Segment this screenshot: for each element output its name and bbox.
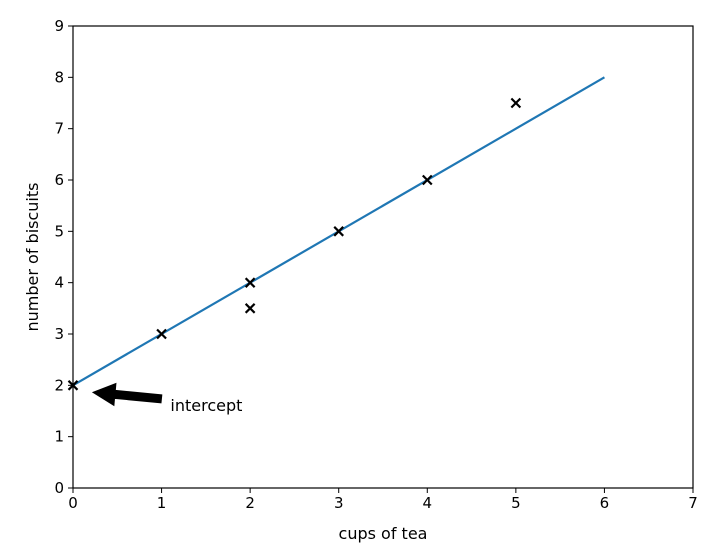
x-tick-label-0: 0 xyxy=(68,494,78,512)
intercept-annotation: intercept xyxy=(170,396,242,415)
data-point-5 xyxy=(422,174,433,186)
y-tick-label-5: 5 xyxy=(54,222,64,240)
x-tick-label-2: 2 xyxy=(245,494,255,512)
y-axis-label: number of biscuits xyxy=(23,183,42,332)
tick-layer: 0 1 2 3 4 5 6 7 0 1 2 3 4 5 6 7 8 9 xyxy=(54,17,697,512)
y-tick-label-0: 0 xyxy=(54,479,64,497)
data-point-2 xyxy=(244,277,256,288)
y-tick-label-8: 8 xyxy=(54,68,64,86)
data-point-4 xyxy=(333,226,344,237)
intercept-arrow xyxy=(91,382,163,407)
marker-layer xyxy=(67,97,522,391)
axes-frame xyxy=(72,25,694,489)
x-tick-label-5: 5 xyxy=(511,494,521,512)
y-tick-label-9: 9 xyxy=(54,17,64,35)
x-tick-label-3: 3 xyxy=(334,494,344,512)
x-tick-label-6: 6 xyxy=(600,494,610,512)
y-tick-label-2: 2 xyxy=(54,376,64,394)
y-tick-label-4: 4 xyxy=(54,274,64,292)
x-tick-label-7: 7 xyxy=(688,494,698,512)
plot-area xyxy=(73,26,693,488)
data-point-6 xyxy=(510,97,522,109)
data-point-1 xyxy=(156,328,167,340)
x-tick-label-4: 4 xyxy=(423,494,433,512)
y-tick-label-3: 3 xyxy=(54,325,64,343)
y-tick-label-6: 6 xyxy=(54,171,64,189)
y-tick-label-7: 7 xyxy=(54,120,64,138)
annotation-layer: intercept xyxy=(91,382,242,415)
x-axis-label: cups of tea xyxy=(339,524,428,543)
data-point-3 xyxy=(244,303,256,314)
y-tick-label-1: 1 xyxy=(54,428,64,446)
x-tick-label-1: 1 xyxy=(157,494,167,512)
